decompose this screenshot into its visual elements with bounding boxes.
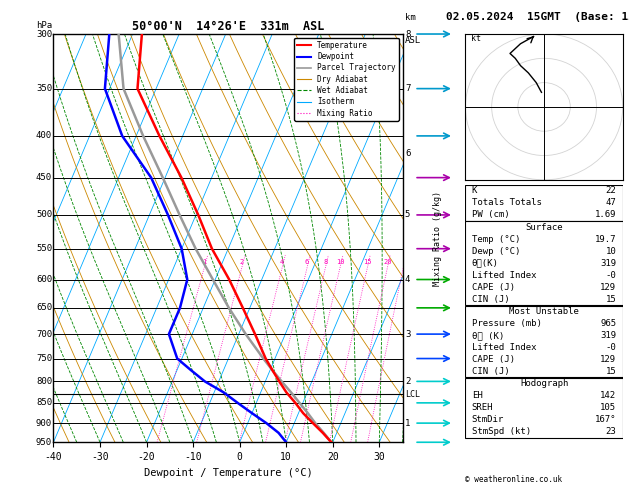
Text: 8: 8 bbox=[405, 30, 410, 38]
Text: CAPE (J): CAPE (J) bbox=[472, 355, 515, 364]
Text: 129: 129 bbox=[600, 355, 616, 364]
Text: 300: 300 bbox=[36, 30, 52, 38]
Text: Temp (°C): Temp (°C) bbox=[472, 235, 520, 243]
Text: Most Unstable: Most Unstable bbox=[509, 307, 579, 316]
Text: 319: 319 bbox=[600, 331, 616, 340]
Text: km: km bbox=[405, 13, 416, 22]
Text: 3: 3 bbox=[405, 330, 410, 339]
Text: 600: 600 bbox=[36, 275, 52, 284]
Text: 47: 47 bbox=[606, 198, 616, 207]
Text: CAPE (J): CAPE (J) bbox=[472, 282, 515, 292]
Text: 1: 1 bbox=[202, 260, 206, 265]
Text: SREH: SREH bbox=[472, 403, 493, 412]
Text: 15: 15 bbox=[363, 260, 372, 265]
Text: StmDir: StmDir bbox=[472, 416, 504, 424]
Text: 02.05.2024  15GMT  (Base: 12): 02.05.2024 15GMT (Base: 12) bbox=[446, 12, 629, 22]
Text: θᴇ(K): θᴇ(K) bbox=[472, 259, 499, 268]
Text: 800: 800 bbox=[36, 377, 52, 386]
Text: 965: 965 bbox=[600, 319, 616, 328]
Text: 7: 7 bbox=[405, 84, 410, 93]
Text: 15: 15 bbox=[606, 367, 616, 376]
Text: EH: EH bbox=[472, 391, 482, 400]
Text: 105: 105 bbox=[600, 403, 616, 412]
Text: CIN (J): CIN (J) bbox=[472, 367, 509, 376]
Text: 20: 20 bbox=[383, 260, 392, 265]
Text: 900: 900 bbox=[36, 418, 52, 428]
Text: hPa: hPa bbox=[36, 21, 52, 30]
X-axis label: Dewpoint / Temperature (°C): Dewpoint / Temperature (°C) bbox=[143, 468, 313, 478]
Text: 650: 650 bbox=[36, 303, 52, 312]
Text: -0: -0 bbox=[606, 343, 616, 352]
Text: Dewp (°C): Dewp (°C) bbox=[472, 246, 520, 256]
Bar bbox=[465, 378, 623, 438]
Text: Surface: Surface bbox=[525, 223, 563, 232]
Text: 1.69: 1.69 bbox=[595, 210, 616, 219]
Text: 450: 450 bbox=[36, 173, 52, 182]
Text: 10: 10 bbox=[606, 246, 616, 256]
Text: 750: 750 bbox=[36, 354, 52, 363]
Bar bbox=[465, 185, 623, 221]
Text: K: K bbox=[472, 186, 477, 195]
Text: 700: 700 bbox=[36, 330, 52, 339]
Text: 5: 5 bbox=[405, 210, 410, 220]
Text: 19.7: 19.7 bbox=[595, 235, 616, 243]
Text: 167°: 167° bbox=[595, 416, 616, 424]
Text: 4: 4 bbox=[280, 260, 284, 265]
Text: 10: 10 bbox=[336, 260, 344, 265]
Legend: Temperature, Dewpoint, Parcel Trajectory, Dry Adiabat, Wet Adiabat, Isotherm, Mi: Temperature, Dewpoint, Parcel Trajectory… bbox=[294, 38, 399, 121]
Text: CIN (J): CIN (J) bbox=[472, 295, 509, 304]
Text: 2: 2 bbox=[240, 260, 244, 265]
Bar bbox=[465, 306, 623, 378]
Text: 129: 129 bbox=[600, 282, 616, 292]
Text: 23: 23 bbox=[606, 427, 616, 436]
Text: 1: 1 bbox=[405, 418, 410, 428]
Text: θᴇ (K): θᴇ (K) bbox=[472, 331, 504, 340]
Text: 4: 4 bbox=[405, 275, 410, 284]
Title: 50°00'N  14°26'E  331m  ASL: 50°00'N 14°26'E 331m ASL bbox=[132, 20, 324, 33]
Text: 22: 22 bbox=[606, 186, 616, 195]
Text: LCL: LCL bbox=[405, 390, 420, 399]
Text: 8: 8 bbox=[323, 260, 328, 265]
Text: 350: 350 bbox=[36, 84, 52, 93]
Text: 950: 950 bbox=[36, 438, 52, 447]
Text: Hodograph: Hodograph bbox=[520, 380, 568, 388]
Text: -0: -0 bbox=[606, 271, 616, 279]
Text: Lifted Index: Lifted Index bbox=[472, 343, 537, 352]
Text: 850: 850 bbox=[36, 399, 52, 407]
Text: 500: 500 bbox=[36, 210, 52, 220]
Text: Mixing Ratio (g/kg): Mixing Ratio (g/kg) bbox=[433, 191, 442, 286]
Text: kt: kt bbox=[470, 35, 481, 43]
Text: Totals Totals: Totals Totals bbox=[472, 198, 542, 207]
Text: 319: 319 bbox=[600, 259, 616, 268]
Text: 550: 550 bbox=[36, 244, 52, 253]
Text: 400: 400 bbox=[36, 131, 52, 140]
Text: © weatheronline.co.uk: © weatheronline.co.uk bbox=[465, 474, 562, 484]
Text: 6: 6 bbox=[305, 260, 309, 265]
Text: PW (cm): PW (cm) bbox=[472, 210, 509, 219]
Text: 142: 142 bbox=[600, 391, 616, 400]
Bar bbox=[465, 221, 623, 305]
Text: StmSpd (kt): StmSpd (kt) bbox=[472, 427, 531, 436]
Text: ASL: ASL bbox=[405, 36, 421, 45]
Text: Pressure (mb): Pressure (mb) bbox=[472, 319, 542, 328]
Text: 15: 15 bbox=[606, 295, 616, 304]
Text: 6: 6 bbox=[405, 149, 410, 157]
Text: 2: 2 bbox=[405, 377, 410, 386]
Text: Lifted Index: Lifted Index bbox=[472, 271, 537, 279]
